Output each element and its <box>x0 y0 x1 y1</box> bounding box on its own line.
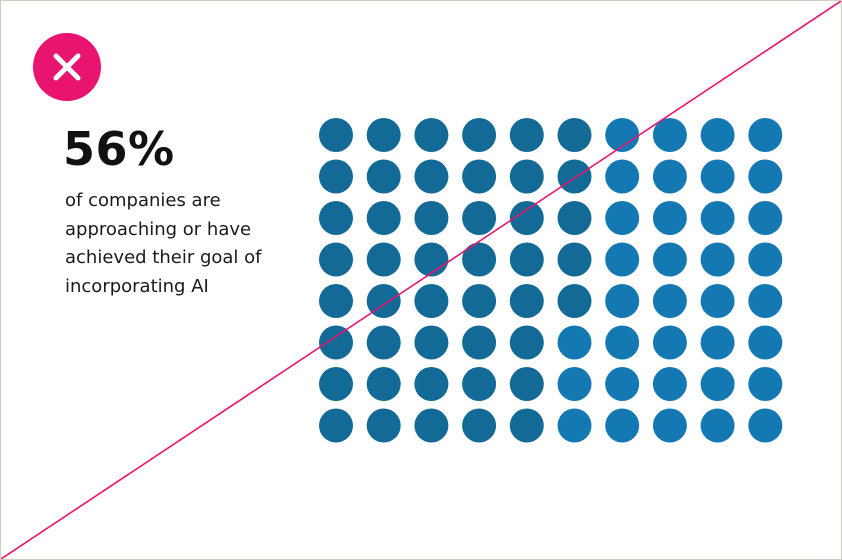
dot-highlighted <box>319 408 353 443</box>
dot-remaining <box>748 242 783 277</box>
dot-remaining <box>557 325 592 360</box>
dot-remaining <box>748 118 783 152</box>
dot-remaining <box>652 201 687 235</box>
dot-highlighted <box>557 201 592 235</box>
close-icon <box>53 53 81 81</box>
dot-remaining <box>748 201 783 235</box>
dot-highlighted <box>319 118 353 152</box>
dot-highlighted <box>509 118 544 152</box>
dot-highlighted <box>509 367 544 401</box>
dot-highlighted <box>366 201 401 235</box>
dot-highlighted <box>414 325 449 360</box>
dot-remaining <box>652 367 687 401</box>
dot-remaining <box>700 242 735 277</box>
dot-highlighted <box>414 159 449 194</box>
dot-remaining <box>700 201 735 235</box>
dot-remaining <box>700 118 735 152</box>
dot-highlighted <box>414 242 449 277</box>
dot-highlighted <box>509 284 544 318</box>
dot-highlighted <box>509 201 544 235</box>
dot-highlighted <box>366 242 401 277</box>
dot-highlighted <box>462 284 497 318</box>
waffle-dots <box>319 118 783 443</box>
dot-remaining <box>700 325 735 360</box>
dot-remaining <box>652 408 687 443</box>
dot-highlighted <box>462 408 497 443</box>
dot-highlighted <box>509 325 544 360</box>
dot-highlighted <box>462 325 497 360</box>
dot-highlighted <box>414 118 449 152</box>
dot-highlighted <box>319 325 353 360</box>
dot-remaining <box>557 408 592 443</box>
dot-remaining <box>605 159 640 194</box>
dot-remaining <box>748 325 783 360</box>
dot-highlighted <box>462 201 497 235</box>
dot-highlighted <box>366 118 401 152</box>
dot-remaining <box>700 367 735 401</box>
badge <box>33 33 101 101</box>
dot-highlighted <box>319 284 353 318</box>
dot-highlighted <box>509 408 544 443</box>
dot-remaining <box>652 284 687 318</box>
dot-highlighted <box>319 201 353 235</box>
dot-highlighted <box>366 159 401 194</box>
dot-highlighted <box>462 118 497 152</box>
dot-remaining <box>748 408 783 443</box>
dot-remaining <box>652 325 687 360</box>
dot-highlighted <box>414 408 449 443</box>
dot-highlighted <box>557 159 592 194</box>
dot-highlighted <box>509 159 544 194</box>
dot-highlighted <box>557 284 592 318</box>
dot-remaining <box>605 367 640 401</box>
dot-remaining <box>700 408 735 443</box>
dot-highlighted <box>462 159 497 194</box>
dot-highlighted <box>557 118 592 152</box>
dot-highlighted <box>557 242 592 277</box>
dot-highlighted <box>366 325 401 360</box>
dot-remaining <box>652 242 687 277</box>
dot-highlighted <box>319 242 353 277</box>
dot-remaining <box>605 325 640 360</box>
headline-value: 56% <box>63 122 175 176</box>
dot-highlighted <box>319 367 353 401</box>
dot-highlighted <box>366 408 401 443</box>
dot-highlighted <box>462 367 497 401</box>
dot-remaining <box>748 159 783 194</box>
dot-highlighted <box>414 367 449 401</box>
dot-highlighted <box>414 201 449 235</box>
dot-remaining <box>605 118 640 152</box>
dot-highlighted <box>509 242 544 277</box>
dot-remaining <box>652 159 687 194</box>
dot-remaining <box>557 367 592 401</box>
dot-highlighted <box>414 284 449 318</box>
headline-description: of companies are approaching or have ach… <box>65 190 262 297</box>
dot-remaining <box>605 201 640 235</box>
dot-highlighted <box>366 367 401 401</box>
dot-highlighted <box>462 242 497 277</box>
dot-remaining <box>748 367 783 401</box>
dot-remaining <box>605 408 640 443</box>
dot-remaining <box>652 118 687 152</box>
dot-remaining <box>605 284 640 318</box>
dot-remaining <box>748 284 783 318</box>
dot-remaining <box>605 242 640 277</box>
dot-remaining <box>700 284 735 318</box>
dot-highlighted <box>319 159 353 194</box>
dot-remaining <box>700 159 735 194</box>
